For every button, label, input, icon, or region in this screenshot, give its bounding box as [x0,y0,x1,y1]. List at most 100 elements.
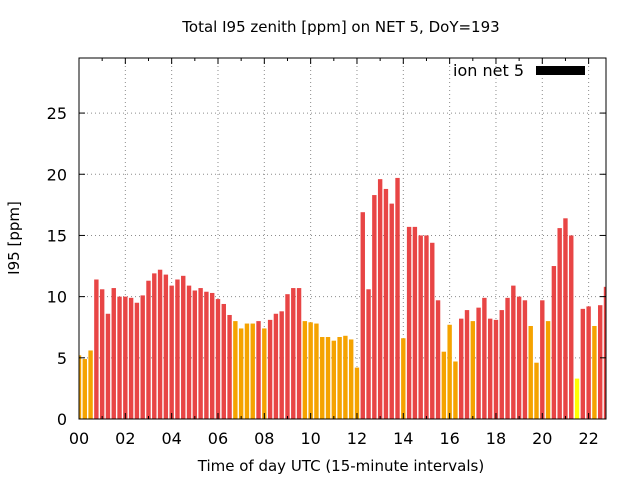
bar [528,325,533,419]
bar [360,212,365,419]
bar [99,289,105,419]
y-tick-label: 15 [47,226,67,245]
bar [94,279,99,419]
bar [389,203,394,419]
chart-title: Total I95 zenith [ppm] on NET 5, DoY=193 [181,18,499,36]
bar [470,321,476,419]
bar [123,296,128,419]
bar [140,295,145,419]
x-tick-label: 02 [115,429,135,448]
bar [198,288,203,419]
bar [447,324,452,419]
bars [79,177,606,419]
bar [372,195,377,419]
bar [580,308,586,419]
bar [401,338,406,419]
bar [233,321,238,419]
bar [574,378,580,419]
axis-ticks: 0 5 10 15 20 25 00 02 04 06 08 10 12 14 16 18 20 22 [47,58,606,448]
bar [325,337,331,419]
bar [424,235,429,419]
bar [354,367,360,419]
bar [291,288,296,419]
bar [598,305,603,419]
bar [331,340,337,419]
bar [505,297,510,419]
bar [250,323,255,419]
bar [215,299,221,419]
bar [377,179,383,419]
bar [406,226,412,419]
bar [128,297,134,419]
bar [453,361,458,419]
bar [430,242,435,419]
y-tick-label: 10 [47,288,67,307]
x-tick-label: 00 [69,429,89,448]
x-tick-label: 18 [486,429,506,448]
bar [186,285,192,419]
bar [227,314,232,419]
bar [117,296,122,419]
bar [79,355,82,419]
bar [395,177,400,419]
bar [111,288,116,419]
bar [204,291,209,419]
bar [383,188,389,419]
bar [534,362,539,419]
bar [175,279,180,419]
bar [82,359,87,419]
bar [441,351,447,419]
bar [273,313,279,419]
bar [157,269,163,419]
bar [262,328,267,419]
legend: ion net 5 [453,61,585,80]
bar [146,280,151,419]
bar [296,288,302,419]
bar [337,337,342,419]
bar [603,286,606,419]
bar [192,290,198,419]
bar [366,289,371,419]
x-tick-label: 16 [439,429,459,448]
bar [302,321,308,419]
bar [308,322,313,419]
bar [482,297,487,419]
bar [551,266,557,419]
bar [493,319,499,419]
y-tick-label: 25 [47,104,67,123]
y-tick-label: 0 [57,410,67,429]
bar [569,235,574,419]
x-tick-label: 22 [578,429,598,448]
bar [152,273,157,419]
bar [267,319,273,419]
y-axis-label: I95 [ppm] [5,201,23,275]
bar [105,313,111,419]
bar [163,274,169,419]
y-tick-label: 20 [47,165,67,184]
bar [476,307,481,419]
bar [169,285,174,419]
x-tick-label: 20 [532,429,552,448]
bar [244,323,250,419]
bar [314,323,319,419]
bar [343,335,348,419]
bar [181,275,186,419]
bar [511,285,516,419]
bar [557,228,562,419]
bar [348,339,354,419]
bar [563,218,568,419]
legend-swatch [536,66,585,75]
x-tick-label: 08 [254,429,274,448]
x-tick-label: 06 [208,429,228,448]
bar [516,296,522,419]
bar [592,325,597,419]
bar [418,235,423,419]
bar [238,328,244,419]
plot-frame [78,57,607,420]
bar [522,300,528,419]
bar [487,318,493,419]
bar [459,318,464,419]
bar [256,321,261,419]
x-tick-label: 10 [300,429,320,448]
bar [285,294,290,419]
